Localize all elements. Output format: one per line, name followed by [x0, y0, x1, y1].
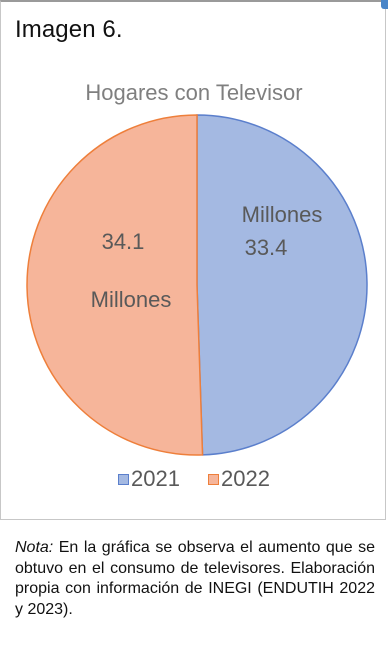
legend-item-2022: 2022 [208, 466, 270, 492]
data-label-2022-value: 34.1 [102, 229, 145, 254]
chart-legend: 2021 2022 [0, 466, 388, 492]
pie-slice-2022 [26, 114, 204, 456]
legend-swatch-2021 [118, 473, 130, 485]
corner-marker [381, 0, 388, 9]
note-text: En la gráfica se observa el aumento que … [15, 539, 375, 618]
data-label-2021-unit: Millones [242, 202, 323, 227]
legend-item-2021: 2021 [118, 466, 180, 492]
chart-title: Hogares con Televisor [85, 80, 303, 105]
legend-label-2021: 2021 [131, 466, 180, 491]
legend-swatch-2022 [208, 473, 219, 485]
figure-caption: Imagen 6. [15, 16, 123, 43]
legend-label-2022: 2022 [221, 466, 270, 491]
pie-slice-2021 [196, 114, 368, 456]
data-label-2021-value: 33.4 [245, 235, 288, 260]
figure-note: Nota: En la gráfica se observa el aument… [15, 538, 375, 620]
data-label-2022-unit: Millones [91, 287, 172, 312]
note-label: Nota: [15, 539, 54, 556]
pie-chart: Millones 33.4 34.1 Millones [26, 114, 368, 456]
